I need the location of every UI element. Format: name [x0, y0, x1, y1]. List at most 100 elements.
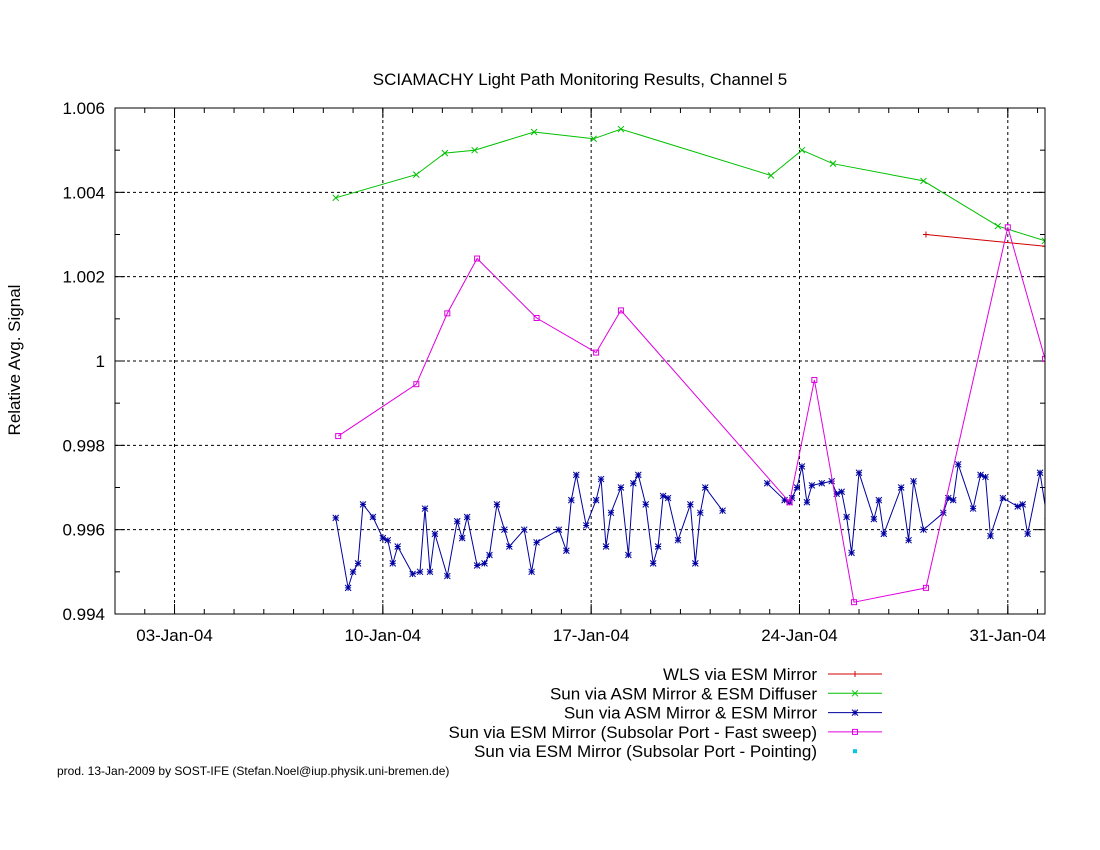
series-2-point [530, 128, 538, 136]
series-3-point [954, 460, 962, 468]
series-3-point [659, 492, 667, 500]
series-3-point [344, 584, 352, 592]
series-3-point [555, 526, 563, 534]
series-2-point [617, 125, 625, 133]
series-3-point [1049, 514, 1055, 520]
series-3-line [335, 473, 723, 589]
series-2-point [1041, 237, 1045, 245]
series-4-point [1004, 224, 1011, 231]
series-3-point [649, 560, 657, 567]
series-3-point [910, 477, 917, 485]
series-3-point [1089, 529, 1095, 535]
y-tick-label: 1.002 [62, 268, 105, 287]
series-3-point [349, 568, 357, 576]
series-3-point [473, 562, 481, 569]
series-3-point [1036, 469, 1044, 477]
series-1-point [1042, 243, 1045, 250]
series-2-line [335, 128, 1045, 242]
series-3-point [379, 534, 387, 542]
series-3-point [617, 484, 625, 491]
series-3-point [642, 501, 650, 508]
legend-label: Sun via ESM Mirror (Subsolar Port - Poin… [474, 742, 817, 761]
series-3-point [855, 469, 863, 477]
series-3-point [520, 526, 528, 534]
series-3-point [944, 494, 952, 502]
series-3-point [763, 479, 771, 487]
series-3-point [920, 526, 927, 534]
series-3-point [481, 560, 488, 567]
x-tick-label: 31-Jan-04 [970, 626, 1047, 645]
series-4-point [335, 433, 342, 440]
series-3-point [1019, 501, 1027, 508]
series-4-point [533, 314, 540, 321]
series-3-point [416, 568, 424, 576]
series-3-point [359, 501, 367, 508]
series-3-point [781, 496, 788, 504]
series-3-point [629, 479, 637, 487]
series-3-point [833, 490, 841, 498]
grid [115, 108, 1045, 614]
series-3-point [332, 514, 340, 522]
series-3-point [493, 501, 501, 508]
series-1-line [925, 234, 1045, 247]
legend-label: WLS via ESM Mirror [663, 665, 817, 684]
series-3-point [719, 507, 726, 515]
series-2-point [829, 160, 837, 168]
series-3-point [458, 534, 466, 542]
series-3-point [384, 536, 392, 544]
x-tick-label: 24-Jan-04 [761, 626, 838, 645]
series-3-point [838, 488, 845, 496]
series-3-point [1014, 503, 1022, 510]
series-3-point [563, 547, 570, 555]
x-tick-label: 03-Jan-04 [136, 626, 213, 645]
series-2-point [412, 171, 420, 178]
series-1-point [922, 231, 929, 238]
legend-marker [851, 689, 859, 697]
series-3-point [1064, 514, 1070, 520]
series-3-point [674, 536, 682, 544]
series-3-point [505, 543, 513, 550]
legend-marker [853, 749, 857, 754]
series-3-point [602, 543, 610, 550]
series-layer [332, 125, 1100, 606]
series-2-point [798, 146, 806, 154]
series-3-point [969, 505, 977, 512]
series-2-point [590, 135, 597, 143]
series-3-point [818, 479, 826, 487]
series-3-point [607, 509, 615, 517]
legend-label: Sun via ASM Mirror & ESM Diffuser [550, 684, 817, 703]
series-1 [922, 231, 1045, 250]
legend-label: Sun via ASM Mirror & ESM Mirror [564, 704, 817, 723]
y-tick-label: 1 [96, 352, 105, 371]
axis-ticks: 0.994 0.996 0.998 1 1.002 1.004 1.006 03-Jan-04… [62, 99, 1046, 645]
series-2-point [441, 149, 449, 157]
series-3-point [567, 496, 575, 504]
series-4-point [786, 499, 793, 506]
series-3-point [803, 498, 811, 506]
series-3-point [572, 471, 580, 479]
legend-label: Sun via ESM Mirror (Subsolar Port - Fast… [449, 723, 817, 742]
series-3-point [977, 471, 984, 479]
x-tick-label: 10-Jan-04 [345, 626, 422, 645]
series-3-point [463, 513, 471, 521]
series-2-point [767, 172, 775, 179]
y-tick-label: 1.004 [62, 183, 105, 202]
series-3-point [798, 463, 806, 470]
series-3-point [354, 560, 362, 567]
y-tick-label: 0.998 [62, 436, 105, 455]
series-3-point [582, 522, 590, 529]
series-3-point [1059, 531, 1065, 537]
plot-frame [114, 107, 1046, 615]
y-tick-label: 0.994 [62, 605, 105, 624]
series-3-point [999, 494, 1007, 502]
series-4-point [851, 599, 858, 606]
series-3-point [1024, 530, 1031, 538]
series-3-point [1094, 537, 1100, 543]
series-3-point [421, 505, 429, 512]
series-2-point [332, 194, 340, 202]
series-3-line [766, 464, 1045, 553]
legend-marker [851, 709, 859, 716]
series-3-point [870, 515, 878, 523]
series-3-point [431, 530, 439, 538]
